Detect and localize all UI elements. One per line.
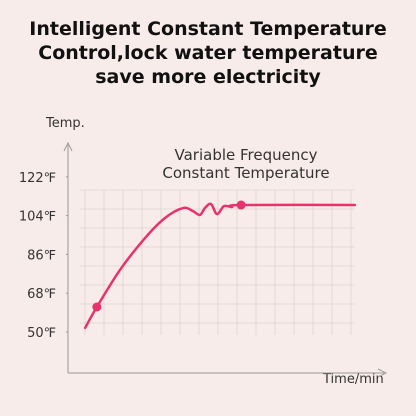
point-marker: [236, 200, 246, 210]
y-tick-label: 122℉: [19, 171, 56, 186]
y-tick-label: 86℉: [27, 248, 56, 263]
title-line: Control,lock water temperature: [38, 42, 377, 64]
annotation: Constant Temperature: [162, 164, 329, 182]
y-tick-label: 104℉: [19, 210, 56, 225]
y-tick-label: 68℉: [27, 287, 56, 302]
title-line: Intelligent Constant Temperature: [29, 18, 386, 40]
x-axis-arrow: [377, 368, 388, 378]
title-line: save more electricity: [95, 66, 321, 88]
annotation: Variable Frequency: [175, 146, 318, 164]
grid: [80, 189, 355, 335]
point-marker: [92, 302, 102, 312]
y-tick-label: 50℉: [27, 326, 56, 341]
y-axis-label: Temp.: [45, 116, 85, 131]
y-axis-arrow: [63, 141, 73, 152]
line: [83, 202, 357, 330]
x-axis-label: Time/min: [322, 372, 384, 387]
